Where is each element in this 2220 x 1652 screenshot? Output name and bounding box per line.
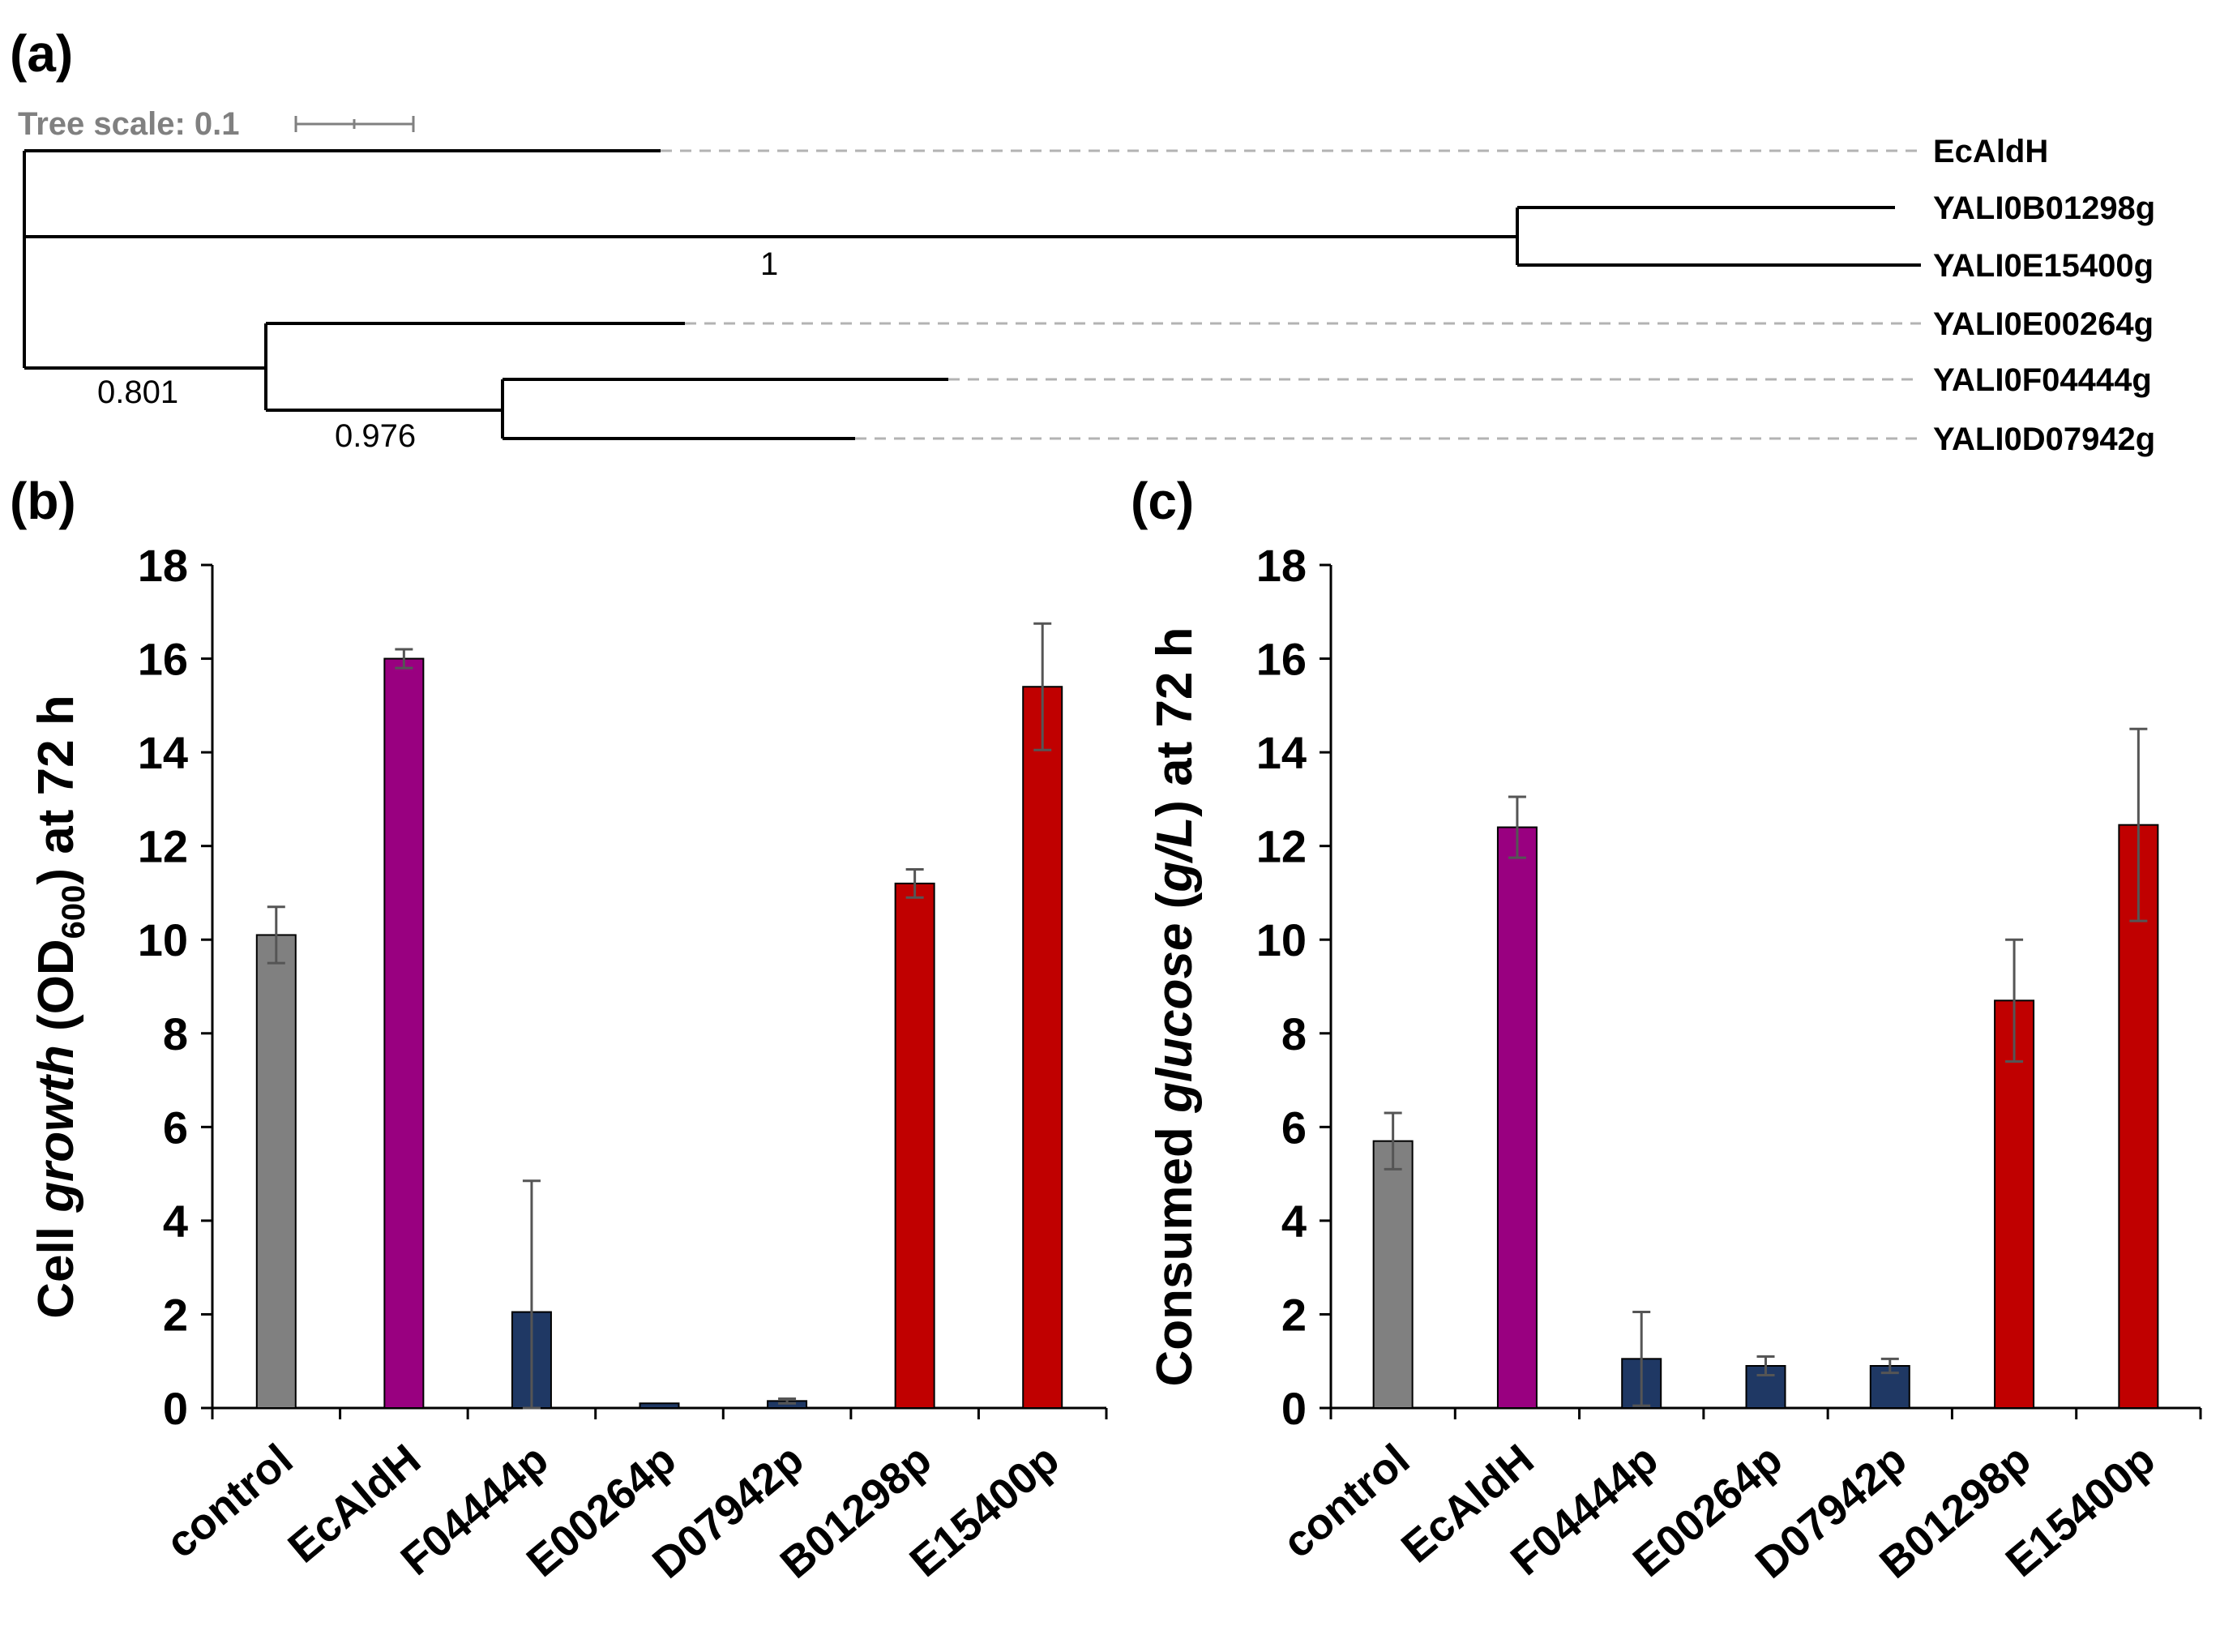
y-tick-label: 2 [163,1289,188,1340]
y-axis-label: Cell growth (OD600) at 72 h [28,695,92,1318]
y-tick-label: 6 [163,1102,188,1153]
y-tick-label: 16 [138,634,188,685]
error-bar [2005,938,2024,1063]
y-tick-label: 4 [1281,1196,1307,1247]
x-tick-label: control [157,1435,302,1568]
leaf-yali0d07942g: YALI0D07942g [1933,422,2155,457]
error-bar [1632,1311,1651,1407]
bar-ecaldh [383,657,425,1409]
error-bar [267,905,285,965]
y-tick-label: 18 [138,540,188,591]
panel-a-label: (a) [10,24,73,83]
tree-leaf-labels: EcAldH YALI0B01298g YALI0E15400g YALI0E0… [1933,134,2155,457]
leaf-yali0e00264g: YALI0E00264g [1933,306,2154,342]
panel-b-label: (b) [10,472,76,530]
error-bar [2129,727,2148,922]
support-value: 1 [760,246,778,282]
leaf-yali0e15400g: YALI0E15400g [1933,248,2154,284]
y-tick-label: 14 [1256,727,1307,778]
error-bar [778,1397,797,1405]
bar-chart-cell-growth: 024681012141618controlEcAldHF04444pE0026… [138,540,1108,1588]
bar-e00264p [639,1402,680,1409]
y-tick-label: 0 [1281,1383,1307,1434]
tree-support-values: 1 0.801 0.976 [97,246,778,454]
y-tick-label: 16 [1256,634,1307,685]
y-tick-label: 14 [138,727,188,778]
y-axis-label: Consumed glucose (g/L) at 72 h [1147,627,1203,1386]
x-tick-label: control [1274,1435,1419,1568]
bar-control [255,934,297,1409]
leaf-yali0b01298g: YALI0B01298g [1933,190,2155,226]
panel-b: (b) Cell growth (OD600) at 72 h 0 2 4 6 8 10 1… [10,472,1108,1588]
y-tick-label: 10 [138,914,188,965]
bar-b01298p [1994,999,2035,1410]
error-bar [1384,1111,1402,1171]
bar-b01298p [894,882,935,1409]
y-tick-label: 8 [1281,1008,1307,1059]
y-tick-label: 12 [138,821,188,872]
support-value: 0.801 [97,374,178,410]
error-bar [1508,795,1526,859]
error-bar [1033,622,1052,751]
support-value: 0.976 [335,418,416,454]
leaf-yali0f04444g: YALI0F04444g [1933,362,2152,398]
tree-scale-bar [294,116,415,132]
panel-c: (c) Consumed glucose (g/L) at 72 h 0 2 4 6 8… [1131,472,2202,1588]
panel-a: (a) Tree scale: 0.1 [10,24,2155,457]
bar-e15400p [1022,686,1063,1409]
y-tick-label: 0 [163,1383,188,1434]
y-tick-label: 2 [1281,1289,1307,1340]
tree-branches [23,149,1921,440]
panel-c-label: (c) [1131,472,1194,530]
error-bar [1880,1357,1899,1375]
error-bar [395,648,413,670]
y-tick-label: 10 [1256,914,1307,965]
y-tick-label: 12 [1256,821,1307,872]
leaf-ecaldh: EcAldH [1933,134,2048,169]
error-bar [522,1179,541,1410]
y-tick-label: 6 [1281,1102,1307,1153]
bar-ecaldh [1496,826,1538,1409]
tree-scale-label: Tree scale: 0.1 [18,106,240,142]
error-bar [1756,1355,1775,1377]
y-tick-label: 18 [1256,540,1307,591]
bar-control [1372,1140,1414,1409]
y-tick-label: 8 [163,1008,188,1059]
y-tick-label: 4 [163,1196,188,1247]
bar-chart-consumed-glucose: 024681012141618controlEcAldHF04444pE0026… [1256,540,2202,1588]
error-bar [905,868,924,899]
